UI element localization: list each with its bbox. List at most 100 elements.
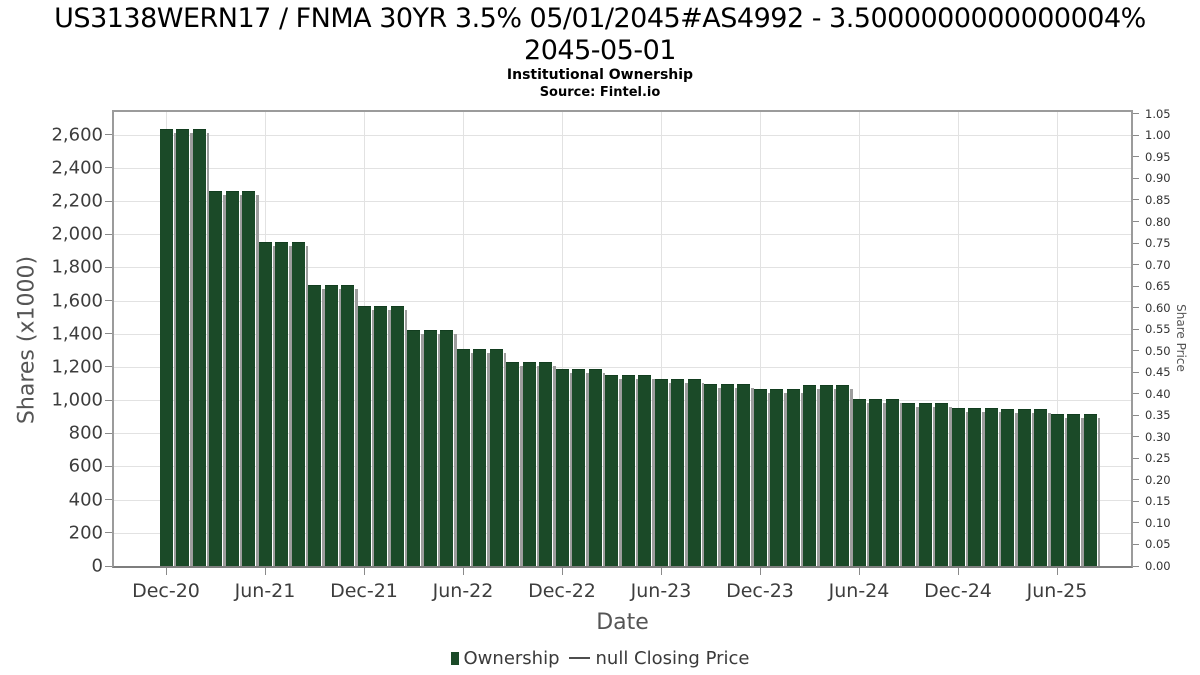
y-axis-tick-label-left: 2,200 — [51, 190, 103, 212]
x-axis-tick-mark — [264, 568, 266, 575]
y-axis-tick-mark-right — [1133, 371, 1139, 373]
y-axis-tick-label-left: 2,000 — [51, 223, 103, 245]
ownership-bar — [456, 349, 473, 566]
ownership-bar — [1017, 409, 1034, 566]
x-axis-tick-label: Dec-21 — [330, 580, 398, 602]
y-axis-tick-mark-left — [105, 465, 112, 467]
ownership-bar — [605, 375, 622, 566]
y-axis-tick-mark-right — [1133, 543, 1139, 545]
ownership-bar — [885, 399, 902, 566]
gridline-horizontal — [114, 201, 1131, 203]
ownership-bar — [539, 362, 556, 566]
y-axis-tick-label-right: 0.85 — [1145, 192, 1171, 207]
y-axis-tick-mark-right — [1133, 113, 1139, 115]
ownership-bar — [1001, 409, 1018, 566]
y-axis-tick-mark-left — [105, 134, 112, 136]
y-axis-tick-label-right: 1.00 — [1145, 128, 1171, 143]
legend: Ownership null Closing Price — [0, 646, 1200, 670]
y-axis-tick-label-right: 0.20 — [1145, 472, 1171, 487]
y-axis-tick-mark-right — [1133, 457, 1139, 459]
y-axis-tick-mark-left — [105, 499, 112, 501]
ownership-bar — [572, 369, 589, 566]
y-axis-tick-label-right: 0.30 — [1145, 429, 1171, 444]
gridline-horizontal — [114, 134, 1131, 136]
ownership-bar — [506, 362, 523, 566]
ownership-bar — [357, 306, 374, 566]
gridline-horizontal — [114, 234, 1131, 236]
x-axis-tick-label: Jun-24 — [828, 580, 890, 602]
x-axis-label-date: Date — [596, 610, 649, 635]
gridline-vertical — [859, 112, 860, 566]
ownership-bar — [159, 129, 176, 566]
x-axis-tick-mark — [561, 568, 563, 575]
ownership-bar — [786, 389, 803, 566]
ownership-bar — [951, 408, 968, 566]
ownership-bar — [704, 384, 721, 566]
gridline-horizontal — [114, 333, 1131, 335]
ownership-bar — [770, 389, 787, 566]
ownership-bar — [423, 330, 440, 566]
y-axis-tick-mark-right — [1133, 156, 1139, 158]
y-axis-tick-mark-right — [1133, 414, 1139, 416]
y-axis-tick-mark-right — [1133, 221, 1139, 223]
y-axis-tick-mark-right — [1133, 436, 1139, 438]
ownership-bar — [852, 399, 869, 566]
y-axis-tick-label-right: 0.90 — [1145, 171, 1171, 186]
ownership-bar — [869, 399, 886, 566]
y-axis-tick-label-right: 0.65 — [1145, 279, 1171, 294]
ownership-bar — [654, 379, 671, 566]
y-axis-tick-label-left: 800 — [68, 422, 103, 444]
ownership-bar — [1034, 409, 1051, 566]
ownership-bar — [473, 349, 490, 566]
x-axis-tick-label: Dec-24 — [924, 580, 992, 602]
y-axis-tick-mark-right — [1133, 264, 1139, 266]
x-axis-tick-mark — [957, 568, 959, 575]
ownership-bar — [588, 369, 605, 566]
y-axis-tick-label-right: 0.10 — [1145, 515, 1171, 530]
y-axis-tick-label-left: 1,200 — [51, 356, 103, 378]
y-axis-tick-mark-left — [105, 200, 112, 202]
y-axis-tick-label-right: 0.75 — [1145, 236, 1171, 251]
page-title-line1: US3138WERN17 / FNMA 30YR 3.5% 05/01/2045… — [54, 3, 1146, 34]
y-axis-tick-label-right: 0.55 — [1145, 322, 1171, 337]
y-axis-tick-mark-left — [105, 266, 112, 268]
y-axis-tick-mark-right — [1133, 285, 1139, 287]
y-axis-tick-mark-right — [1133, 350, 1139, 352]
legend-closing-price-label: null Closing Price — [595, 647, 750, 669]
legend-ownership-swatch — [450, 651, 459, 665]
y-axis-tick-label-right: 1.05 — [1145, 106, 1171, 121]
x-axis-tick-label: Jun-21 — [234, 580, 296, 602]
y-axis-tick-mark-left — [105, 233, 112, 235]
y-axis-tick-mark-right — [1133, 177, 1139, 179]
ownership-bar — [209, 191, 226, 566]
ownership-bar — [1050, 414, 1067, 566]
y-axis-tick-label-left: 2,400 — [51, 157, 103, 179]
gridline-vertical — [958, 112, 959, 566]
y-axis-tick-label-left: 1,600 — [51, 290, 103, 312]
x-axis-tick-label: Jun-25 — [1026, 580, 1088, 602]
x-axis-tick-mark — [363, 568, 365, 575]
ownership-bar — [176, 129, 193, 566]
ownership-bar — [671, 379, 688, 566]
y-axis-tick-mark-left — [105, 532, 112, 534]
x-axis-tick-label: Jun-22 — [432, 580, 494, 602]
ownership-bar — [374, 306, 391, 566]
ownership-bar — [489, 349, 506, 566]
x-axis-tick-label: Dec-23 — [726, 580, 794, 602]
y-axis-tick-label-right: 0.70 — [1145, 257, 1171, 272]
gridline-horizontal — [114, 366, 1131, 368]
ownership-bar — [522, 362, 539, 566]
ownership-bar — [638, 375, 655, 566]
ownership-bar — [341, 285, 358, 566]
ownership-bar — [968, 408, 985, 566]
y-axis-tick-mark-left — [105, 300, 112, 302]
ownership-bar — [803, 385, 820, 566]
y-axis-tick-label-left: 600 — [68, 455, 103, 477]
ownership-bar — [407, 330, 424, 566]
x-axis-tick-label: Dec-20 — [132, 580, 200, 602]
y-axis-tick-label-right: 0.35 — [1145, 408, 1171, 423]
ownership-bar — [242, 191, 259, 566]
y-axis-tick-mark-right — [1133, 307, 1139, 309]
y-axis-tick-mark-right — [1133, 328, 1139, 330]
gridline-vertical — [463, 112, 464, 566]
